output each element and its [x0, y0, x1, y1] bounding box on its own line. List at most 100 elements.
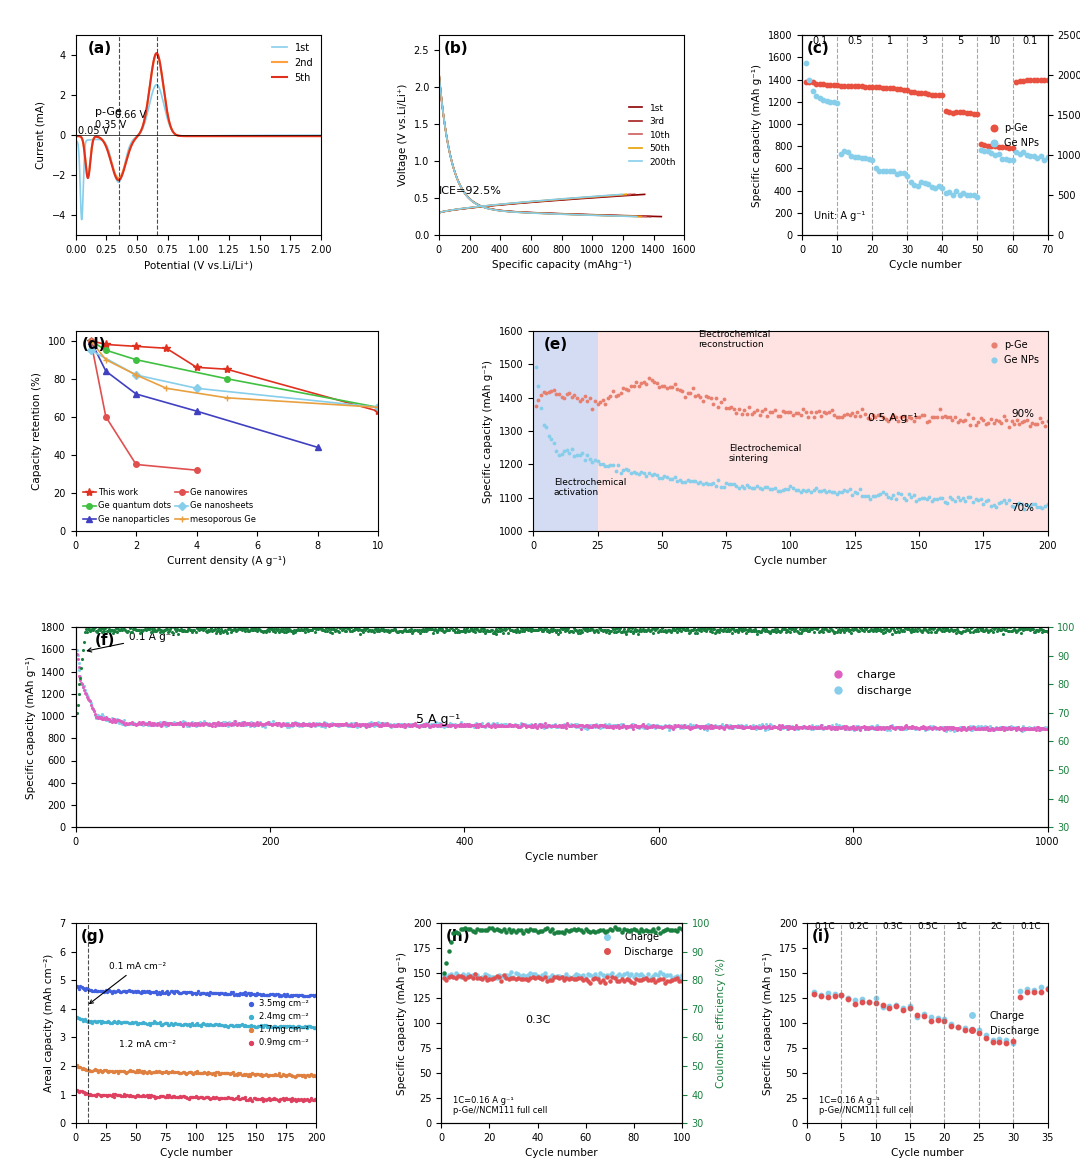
Point: [982, 621, 999, 640]
0.9mg cm⁻²: [149, 1088, 166, 1107]
charge: [985, 721, 1002, 739]
discharge: [68, 641, 85, 660]
0.9mg cm⁻²: [306, 1090, 323, 1109]
charge: [149, 716, 166, 735]
discharge: [92, 707, 108, 725]
charge: [592, 716, 609, 735]
3.5mg cm⁻²: [168, 982, 186, 1000]
Point: [961, 622, 978, 641]
Discharge: [1032, 983, 1050, 1002]
Point: [402, 620, 419, 639]
charge: [685, 717, 702, 736]
1.7mg cm⁻²: [150, 1061, 167, 1080]
2.4mg cm⁻²: [287, 1018, 305, 1037]
discharge: [737, 717, 754, 736]
1.7mg cm⁻²: [233, 1065, 251, 1083]
Point: [810, 622, 827, 641]
3.5mg cm⁻²: [193, 983, 211, 1002]
Point: [928, 621, 945, 640]
Point: [229, 620, 246, 639]
discharge: [214, 714, 231, 732]
Discharge: [623, 972, 640, 991]
discharge: [1013, 721, 1030, 739]
p-Ge: [715, 390, 732, 408]
discharge: [458, 715, 475, 734]
discharge: [993, 718, 1010, 737]
Point: [562, 621, 579, 640]
Charge: [602, 966, 619, 985]
Ge NPs: [996, 490, 1013, 509]
Ge NPs: [1018, 495, 1036, 514]
charge: [144, 714, 161, 732]
Point: [563, 621, 580, 640]
2.4mg cm⁻²: [238, 1017, 255, 1035]
Discharge: [806, 984, 823, 1003]
charge: [141, 715, 159, 734]
discharge: [430, 716, 447, 735]
0.9mg cm⁻²: [108, 1086, 125, 1104]
Point: [775, 619, 793, 638]
2.4mg cm⁻²: [225, 1017, 242, 1035]
2.4mg cm⁻²: [141, 1016, 159, 1034]
Point: [1039, 622, 1056, 641]
charge: [849, 718, 866, 737]
0.9mg cm⁻²: [195, 1088, 213, 1107]
discharge: [937, 717, 955, 736]
1.7mg cm⁻²: [275, 1066, 293, 1085]
discharge: [1014, 721, 1031, 739]
Ge NPs: [643, 466, 660, 484]
Point: [931, 620, 948, 639]
Ge NPs: [748, 477, 766, 496]
0.9mg cm⁻²: [126, 1087, 144, 1106]
discharge: [646, 718, 663, 737]
discharge: [127, 715, 145, 734]
Point: [745, 622, 762, 641]
Point: [585, 622, 603, 641]
1.7mg cm⁻²: [174, 1062, 191, 1081]
discharge: [654, 717, 672, 736]
p-Ge: [594, 391, 611, 410]
Point: [212, 624, 229, 642]
Point: [404, 621, 421, 640]
Point: [637, 921, 654, 940]
charge: [112, 713, 130, 731]
1.7mg cm⁻²: [226, 1065, 243, 1083]
0.9mg cm⁻²: [71, 1082, 89, 1101]
charge: [552, 718, 569, 737]
charge: [318, 716, 335, 735]
Charge: [584, 966, 602, 985]
Discharge: [567, 970, 584, 989]
discharge: [607, 716, 624, 735]
Charge: [673, 965, 690, 984]
Text: (b): (b): [444, 41, 469, 56]
Point: [819, 620, 836, 639]
discharge: [801, 718, 819, 737]
discharge: [486, 716, 503, 735]
discharge: [799, 717, 816, 736]
Discharge: [812, 986, 829, 1005]
Ge NPs: [933, 488, 950, 507]
charge: [557, 718, 575, 737]
p-Ge: [849, 402, 866, 421]
Point: [144, 620, 161, 639]
0.9mg cm⁻²: [242, 1088, 259, 1107]
0.9mg cm⁻²: [204, 1088, 221, 1107]
Point: [739, 621, 756, 640]
1.7mg cm⁻²: [172, 1064, 189, 1082]
discharge: [349, 717, 366, 736]
Charge: [654, 964, 672, 983]
2.4mg cm⁻²: [191, 1016, 208, 1034]
charge: [175, 716, 192, 735]
1.7mg cm⁻²: [91, 1061, 108, 1080]
Point: [946, 620, 963, 639]
1.7mg cm⁻²: [99, 1062, 117, 1081]
charge: [91, 708, 108, 727]
Point: [747, 621, 765, 640]
Point: [635, 621, 652, 640]
discharge: [542, 717, 559, 736]
discharge: [244, 715, 261, 734]
charge: [949, 718, 967, 737]
discharge: [581, 716, 598, 735]
discharge: [820, 718, 837, 737]
0.9mg cm⁻²: [103, 1086, 120, 1104]
